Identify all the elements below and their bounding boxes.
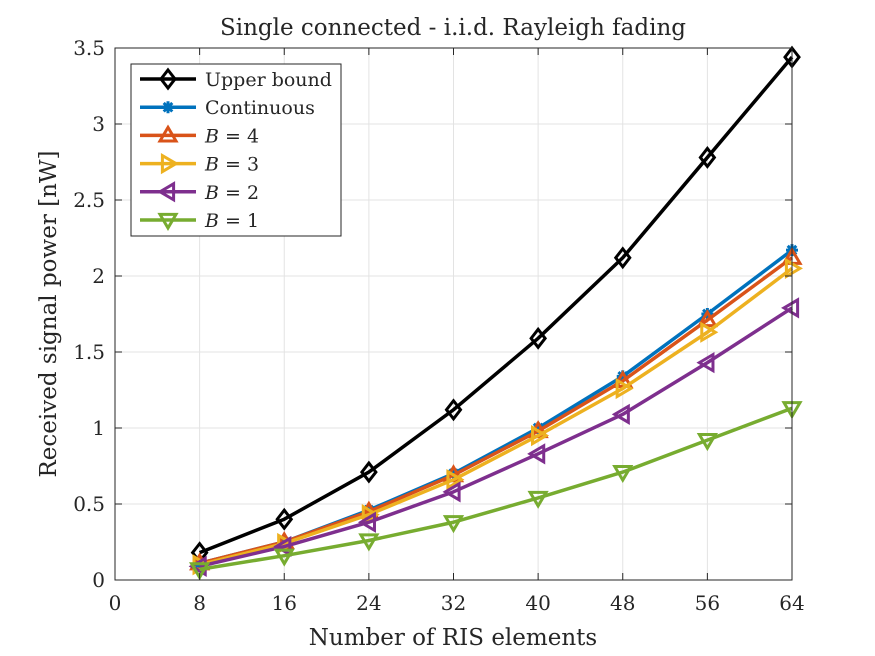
data-point: [532, 422, 545, 434]
x-tick-label: 64: [779, 591, 804, 615]
x-tick-label: 24: [356, 591, 381, 615]
data-point: [784, 257, 803, 280]
data-point: [529, 326, 548, 350]
x-tick-label: 8: [193, 591, 206, 615]
data-point: [442, 515, 465, 534]
data-point: [527, 443, 546, 465]
y-tick-label: 2.5: [73, 188, 105, 212]
series-line: [198, 55, 794, 555]
y-tick-label: 1.5: [73, 340, 105, 364]
legend-entry: B = 2: [140, 181, 259, 204]
series-line: [199, 306, 793, 569]
data-point: [700, 321, 719, 343]
x-tick-label: 32: [441, 591, 466, 615]
data-point: [273, 548, 295, 567]
x-axis-title: Number of RIS elements: [309, 625, 597, 651]
y-axis-title: Received signal power [nW]: [36, 150, 62, 477]
y-tick-label: 2: [92, 264, 105, 288]
legend-label-var: B: [204, 154, 219, 176]
data-point: [358, 533, 380, 552]
data-point: [616, 370, 629, 383]
axis-ticks: 0 8 16 24 32 40 48 56 64 0 0.5 1 1.5 2 2.5 3 3.5: [73, 36, 805, 615]
series-layer: [188, 45, 803, 581]
data-point: [531, 424, 550, 447]
data-point: [444, 398, 463, 422]
data-point: [357, 511, 376, 533]
data-point: [442, 481, 461, 503]
legend-marker: [159, 67, 177, 91]
data-point: [189, 562, 211, 581]
data-point: [781, 297, 800, 319]
x-tick-label: 16: [272, 591, 297, 615]
data-point: [696, 309, 718, 328]
x-tick-label: 48: [610, 591, 635, 615]
data-point: [612, 464, 634, 484]
series-line: [199, 267, 794, 567]
series-line: [199, 406, 793, 572]
data-point: [611, 403, 630, 425]
y-tick-label: 0: [92, 568, 105, 592]
legend-label: Upper bound: [205, 69, 332, 91]
legend-marker: [157, 181, 176, 203]
legend-label-var: B: [204, 210, 219, 232]
legend-entry: Continuous: [140, 97, 315, 119]
legend-label-var: B: [204, 182, 219, 204]
legend-label: B = 1: [204, 210, 259, 232]
y-tick-label: 1: [92, 416, 105, 440]
y-tick-label: 3: [92, 112, 105, 136]
data-point: [361, 504, 380, 526]
legend-label-var: B: [204, 125, 219, 147]
y-tick-label: 0.5: [73, 492, 105, 516]
legend-entry: B = 4: [140, 124, 259, 147]
data-point: [696, 352, 715, 374]
x-tick-label: 40: [525, 591, 550, 615]
y-tick-label: 3.5: [73, 36, 105, 60]
legend-marker: [157, 212, 179, 231]
data-point: [696, 433, 718, 452]
series-3: [192, 257, 803, 576]
data-point: [275, 507, 294, 531]
legend-box: [130, 63, 342, 237]
legend-label: B = 4: [204, 125, 259, 147]
data-point: [527, 490, 549, 509]
legend-label: B = 2: [204, 182, 259, 204]
data-point: [698, 145, 717, 169]
legend-label: B = 3: [204, 154, 259, 176]
x-tick-label: 56: [695, 591, 720, 615]
data-point: [359, 460, 378, 484]
legend-entry: B = 1: [140, 210, 259, 232]
data-point: [446, 469, 465, 491]
legend-marker: [160, 152, 179, 175]
x-tick-label: 0: [109, 591, 122, 615]
data-point: [615, 377, 634, 400]
legend-label-rest: = 2: [219, 182, 259, 204]
legend-marker: [162, 101, 174, 114]
legend-label-rest: = 1: [219, 210, 259, 232]
chart-title: Single connected - i.i.d. Rayleigh fadin…: [220, 15, 686, 41]
legend-label-rest: = 4: [219, 125, 259, 147]
legend-entry: Upper bound: [140, 67, 332, 91]
legend-entry: B = 3: [140, 152, 259, 176]
legend-marker: [157, 124, 179, 143]
legend-label: Continuous: [205, 97, 315, 119]
legend-label-rest: = 3: [219, 154, 259, 176]
data-point: [613, 246, 632, 270]
